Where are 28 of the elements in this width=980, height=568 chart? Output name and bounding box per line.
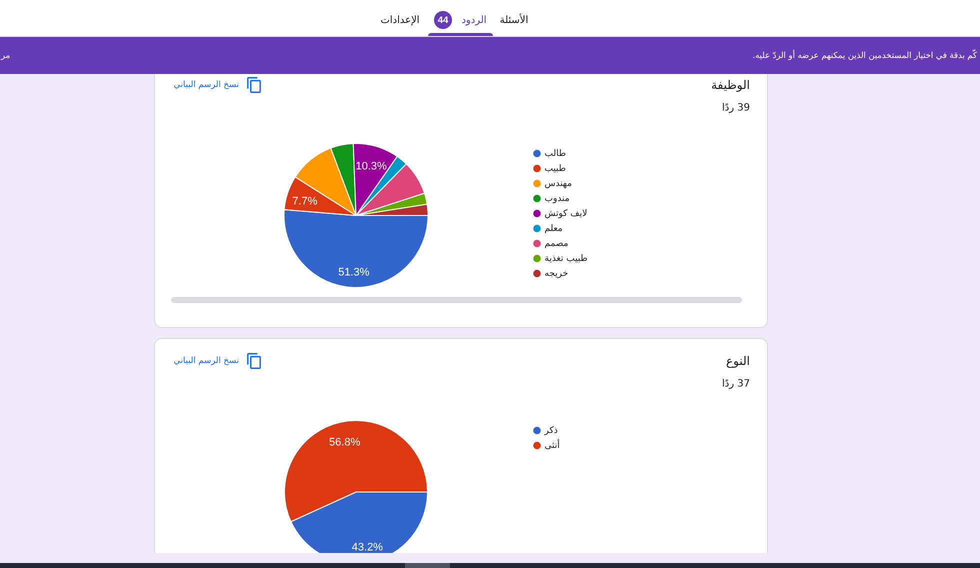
- text: الردود: [461, 15, 487, 27]
- data-label: 56.8%: [329, 436, 360, 449]
- legend-label: طبيب: [544, 164, 566, 174]
- legend-label: طالب: [544, 148, 566, 159]
- text: نسخ الرسم البياني: [174, 80, 239, 90]
- text: الأسئلة: [500, 15, 528, 27]
- data-label: 10.3%: [356, 160, 388, 173]
- text: 39 ردًا: [722, 102, 750, 114]
- legend-label: لايف كوتش: [544, 208, 588, 219]
- legend-label: خريجه: [544, 268, 568, 279]
- legend-label: مندوب: [544, 194, 570, 204]
- legend-label: أنثى: [544, 438, 560, 451]
- count-badge: 44: [434, 11, 452, 29]
- text: 37 ردًا: [722, 378, 750, 390]
- text: الإعدادات: [380, 15, 420, 27]
- data-label: 7.7%: [292, 195, 318, 208]
- text: النوع: [726, 354, 750, 368]
- legend-label: ذكر: [544, 426, 558, 436]
- legend-label: مهندس: [544, 178, 572, 189]
- data-label: 43.2%: [352, 541, 384, 554]
- legend-label: مصمم: [544, 238, 568, 249]
- text: الوظيفة: [711, 78, 750, 92]
- legend-label: طبيب تغذية: [544, 254, 588, 264]
- text: كّم بدقة في اختيار المستخدمين الذين يمكنهم عرضه أو الردّ عليه.: [752, 50, 977, 61]
- data-label: 51.3%: [338, 266, 370, 278]
- text: مر: [1, 50, 10, 61]
- text: نسخ الرسم البياني: [174, 356, 239, 366]
- legend-label: معلم: [544, 224, 563, 234]
